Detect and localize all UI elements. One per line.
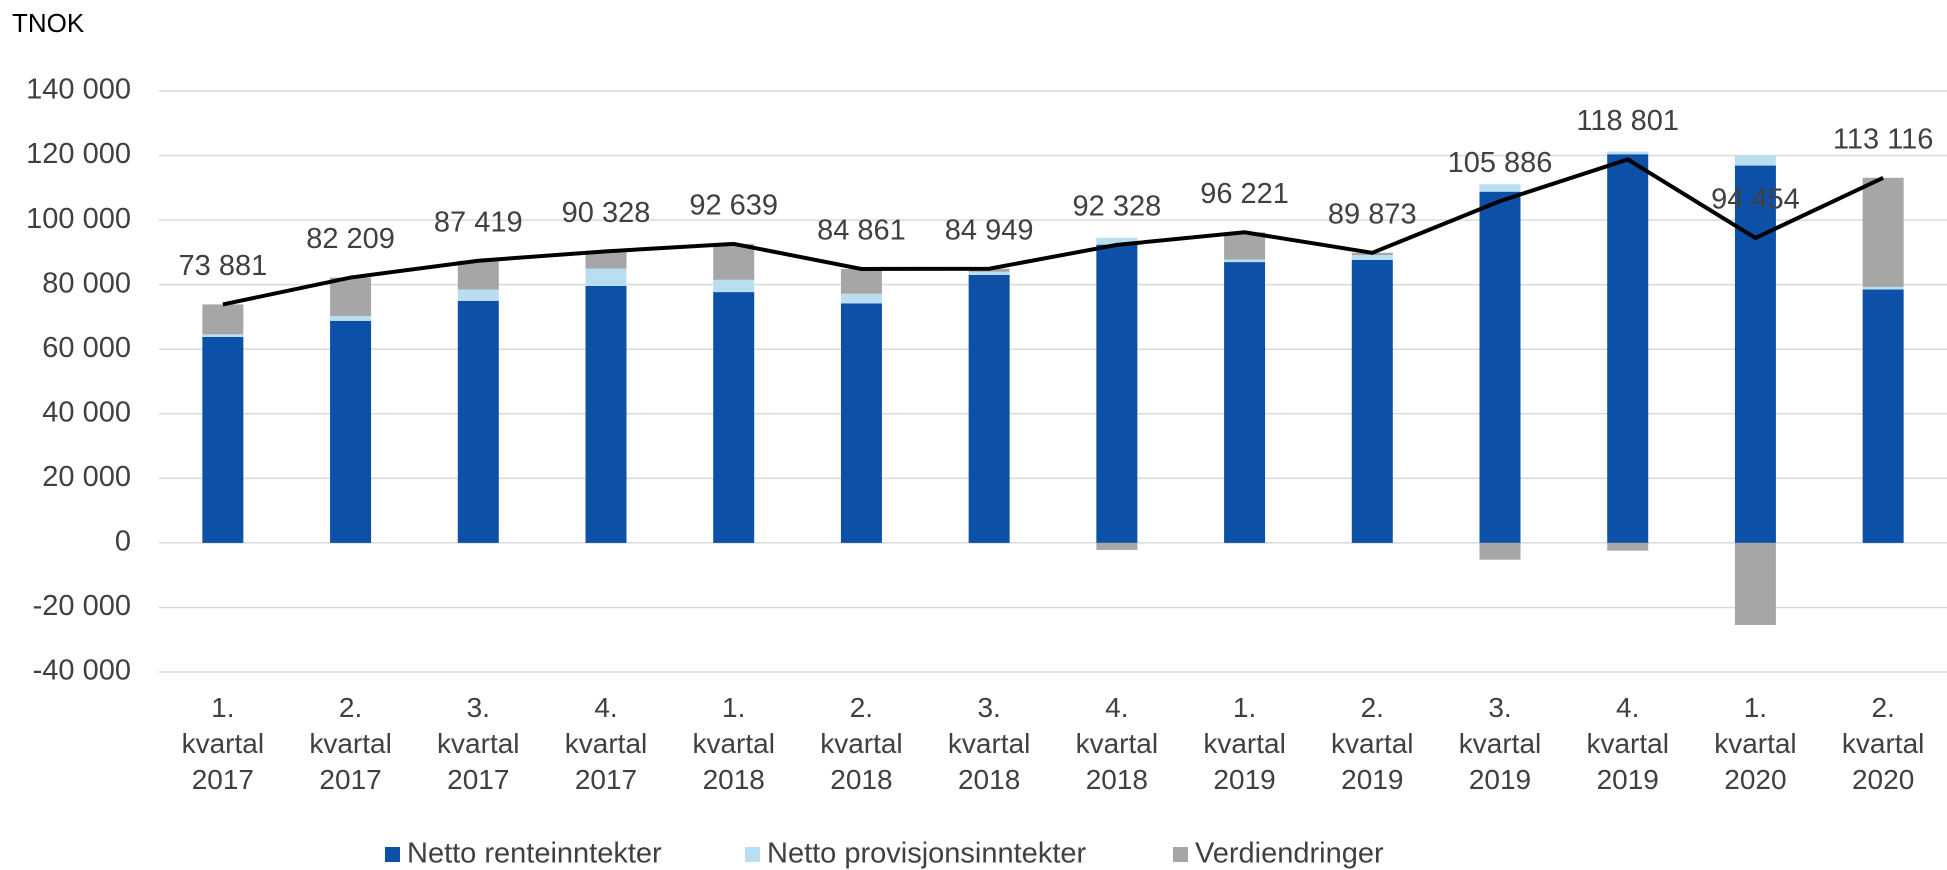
data-label: 92 328 [1073,191,1162,223]
bar-segment [202,336,244,543]
data-label: 113 116 [1833,123,1934,155]
bar-segment [457,289,499,301]
bar-segment [330,277,372,316]
bar-segment [1224,259,1266,263]
bar-segment [713,279,755,293]
bar-segment [1607,154,1649,543]
bar-segment [1862,289,1904,543]
bar-segment [202,334,244,337]
bar-segment [1734,155,1776,166]
bar-segment [1734,165,1776,543]
data-label: 84 861 [817,215,906,247]
legend-swatch [1173,847,1188,862]
x-tick-label: 1. kvartal 2017 [182,692,264,795]
y-tick-label: -20 000 [33,590,131,622]
bar-segment [330,315,372,321]
x-tick-label: 2. kvartal 2017 [309,692,391,795]
data-label: 118 801 [1576,105,1679,137]
bar-segment [202,304,244,335]
bar-segment [585,268,627,286]
legend-swatch [385,847,400,862]
x-tick-label: 1. kvartal 2019 [1203,692,1285,795]
bar-segment [1862,177,1904,287]
data-label: 87 419 [434,206,523,238]
y-tick-label: 100 000 [26,203,131,235]
y-tick-label: 20 000 [42,461,131,493]
bar-segment [968,274,1010,543]
total-line [222,157,1884,307]
bar-segment [1607,151,1649,155]
legend-label: Verdiendringer [1195,838,1384,870]
x-tick-label: 4. kvartal 2018 [1076,692,1158,795]
bar-segment [1607,542,1649,551]
bar-segment [840,293,882,304]
bar-segment [585,251,627,269]
x-tick-label: 1. kvartal 2018 [692,692,774,795]
bar-segment [840,303,882,543]
bar-segment [457,300,499,543]
bar-segment [585,285,627,543]
data-label: 90 328 [562,197,651,229]
x-tick-label: 3. kvartal 2018 [948,692,1030,795]
y-tick-label: 140 000 [26,74,131,106]
x-tick-label: 1. kvartal 2020 [1714,692,1796,795]
bar-segment [1479,191,1521,543]
y-unit-label: TNOK [12,8,85,38]
x-tick-label: 2. kvartal 2018 [820,692,902,795]
bar-segment [1734,542,1776,626]
data-label: 84 949 [945,214,1034,246]
y-tick-label: -40 000 [33,655,131,687]
legend-label: Netto renteinntekter [407,838,662,870]
data-label: 89 873 [1328,198,1417,230]
x-tick-label: 2. kvartal 2019 [1331,692,1413,795]
bar-segment [1096,237,1138,245]
bar-segment [457,260,499,290]
y-tick-label: 0 [115,526,131,558]
bar-segment [330,320,372,543]
x-tick-label: 2. kvartal 2020 [1842,692,1924,795]
bar-segment [1224,262,1266,543]
legend-label: Netto provisjonsinntekter [767,838,1086,870]
x-tick-label: 4. kvartal 2017 [565,692,647,795]
x-tick-label: 3. kvartal 2017 [437,692,519,795]
bar-segment [968,271,1010,275]
y-tick-label: 60 000 [42,332,131,364]
data-label: 105 886 [1448,147,1553,179]
bar-segment [1862,286,1904,290]
y-tick-label: 40 000 [42,396,131,428]
bar-segment [1351,259,1393,543]
bar-segment [1096,542,1138,550]
data-label: 73 881 [179,250,268,282]
bar-segment [1224,232,1266,260]
bar-segment [840,268,882,294]
y-tick-label: 80 000 [42,267,131,299]
data-label: 82 209 [306,223,395,255]
y-tick-label: 120 000 [26,138,131,170]
legend-swatch [745,847,760,862]
bar-segment [1351,254,1393,260]
data-label: 96 221 [1200,178,1289,210]
bar-segment [1479,542,1521,560]
bar-segment [1479,184,1521,192]
x-tick-label: 4. kvartal 2019 [1586,692,1668,795]
x-tick-label: 3. kvartal 2019 [1459,692,1541,795]
bar-segment [1096,244,1138,543]
data-label: 92 639 [689,190,778,222]
bar-segment [713,292,755,543]
bar-segment [713,243,755,280]
data-label: 94 454 [1711,184,1800,216]
